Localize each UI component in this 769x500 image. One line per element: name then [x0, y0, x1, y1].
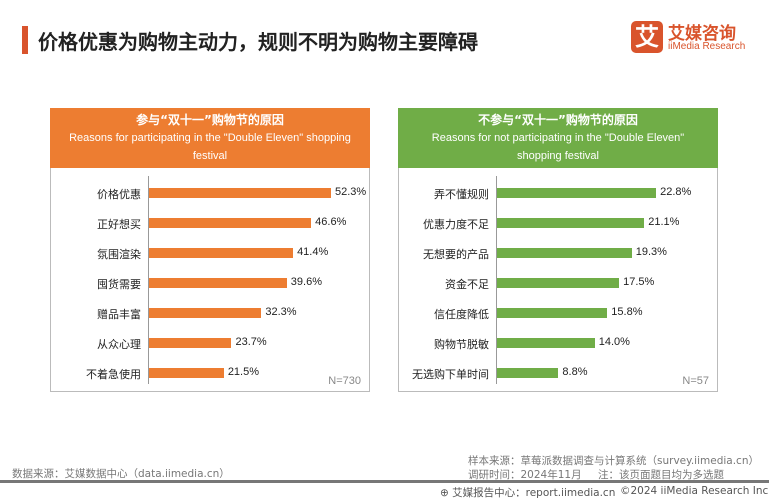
chart-subtitle: Reasons for participating in the "Double… — [69, 132, 351, 162]
category-label: 不着急使用 — [86, 368, 141, 381]
data-label: 46.6% — [315, 216, 347, 228]
category-label: 优惠力度不足 — [423, 218, 489, 231]
report-center: ⊕ 艾媒报告中心：report.iimedia.cn — [440, 485, 615, 500]
chart-subtitle: Reasons for not participating in the "Do… — [431, 132, 685, 162]
category-label: 赠品丰富 — [97, 308, 141, 321]
bar — [149, 278, 287, 288]
bar — [149, 338, 232, 348]
report-link[interactable]: 艾媒报告中心：report.iimedia.cn — [452, 487, 616, 499]
title-accent — [22, 26, 28, 54]
participate-chart: 参与“双十一”购物节的原因 Reasons for participating … — [50, 108, 370, 392]
page-title: 价格优惠为购物主动力，规则不明为购物主要障碍 — [38, 30, 478, 54]
category-label: 从众心理 — [97, 338, 141, 351]
data-label: 8.8% — [562, 366, 588, 378]
not-participate-chart: 不参与“双十一”购物节的原因 Reasons for not participa… — [398, 108, 718, 392]
category-label: 正好想买 — [97, 218, 141, 231]
bar — [497, 188, 657, 198]
sample-source: 样本来源：草莓派数据调查与计算系统（survey.iimedia.cn） — [468, 455, 759, 467]
chart-header: 参与“双十一”购物节的原因 Reasons for participating … — [50, 108, 370, 168]
chart-title: 参与“双十一”购物节的原因 — [136, 113, 284, 127]
y-axis — [148, 176, 149, 384]
bar — [149, 308, 262, 318]
bar — [149, 368, 224, 378]
logo-text: 艾媒咨询 — [668, 24, 736, 44]
data-label: 39.6% — [290, 276, 322, 288]
data-label: 17.5% — [623, 276, 655, 288]
footnote: 注：该页面题目均为多选题 — [598, 469, 724, 481]
bar — [497, 338, 595, 348]
bar — [149, 218, 312, 228]
data-label: 52.3% — [335, 186, 367, 198]
data-label: 14.0% — [598, 336, 630, 348]
globe-icon: ⊕ — [440, 487, 453, 499]
data-label: 22.8% — [660, 186, 692, 198]
data-label: 21.1% — [648, 216, 680, 228]
bar — [149, 248, 294, 258]
chart-body: N=730 价格优惠 52.3% 正好想买 46.6% 氛围渲染 41.4% 囤货需要 39.… — [50, 168, 370, 392]
category-label: 价格优惠 — [97, 188, 141, 201]
category-label: 囤货需要 — [97, 278, 141, 291]
data-source: 数据来源：艾媒数据中心（data.iimedia.cn） — [12, 468, 230, 480]
chart-title: 不参与“双十一”购物节的原因 — [478, 113, 638, 127]
data-label: 15.8% — [611, 306, 643, 318]
bar — [497, 368, 559, 378]
category-label: 氛围渲染 — [97, 248, 141, 261]
logo-subtext: iiMedia Research — [668, 41, 746, 52]
data-label: 41.4% — [297, 246, 329, 258]
sample-size: N=57 — [682, 375, 709, 387]
category-label: 弄不懂规则 — [434, 188, 489, 201]
bar — [149, 188, 331, 198]
data-label: 19.3% — [635, 246, 667, 258]
category-label: 无想要的产品 — [423, 248, 489, 261]
bar — [497, 308, 608, 318]
y-axis — [496, 176, 497, 384]
category-label: 信任度降低 — [434, 308, 489, 321]
bar — [497, 218, 645, 228]
sample-size: N=730 — [328, 375, 361, 387]
copyright: ©2024 iiMedia Research Inc — [620, 485, 769, 497]
chart-body: N=57 弄不懂规则 22.8% 优惠力度不足 21.1% 无想要的产品 19.3% 资金不… — [398, 168, 718, 392]
logo-icon: 艾 — [631, 21, 663, 53]
footer-divider — [0, 480, 769, 483]
chart-header: 不参与“双十一”购物节的原因 Reasons for not participa… — [398, 108, 718, 168]
survey-time: 调研时间：2024年11月 — [468, 469, 582, 481]
category-label: 购物节脱敏 — [434, 338, 489, 351]
bar — [497, 248, 632, 258]
bar — [497, 278, 620, 288]
data-label: 32.3% — [265, 306, 297, 318]
data-label: 21.5% — [227, 366, 260, 378]
data-label: 23.7% — [235, 336, 267, 348]
category-label: 无选购下单时间 — [412, 368, 489, 381]
category-label: 资金不足 — [445, 278, 489, 291]
